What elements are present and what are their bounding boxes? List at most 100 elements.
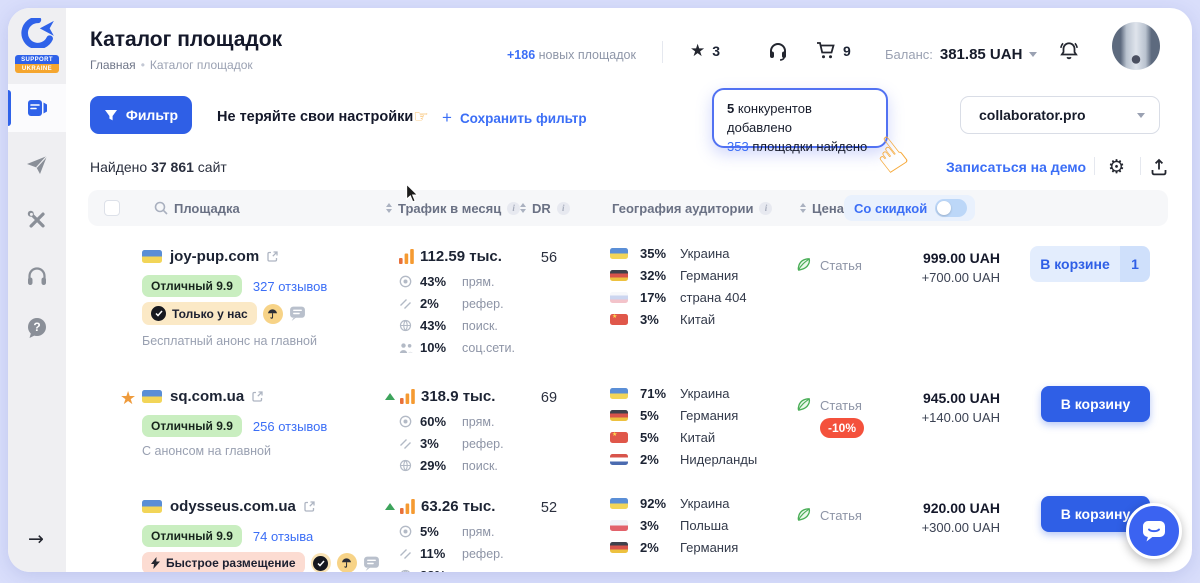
in-cart-label[interactable]: В корзине	[1030, 246, 1120, 282]
sidebar-item-catalog[interactable]	[8, 84, 66, 132]
geo-country: Нидерланды	[680, 452, 758, 467]
pointing-right-icon: ☞	[413, 107, 429, 127]
format-label: Статья	[820, 258, 862, 273]
table-row[interactable]: ★ sq.com.ua Отличный 9.9 256 отзывов С а…	[8, 384, 1192, 534]
referral-icon	[399, 437, 413, 450]
traffic-label: прям.	[462, 414, 495, 429]
traffic-total-value: 318.9 тыс.	[421, 388, 496, 405]
site-domain[interactable]: joy-pup.com	[170, 248, 260, 265]
germany-flag-icon	[610, 270, 628, 281]
favorites-indicator[interactable]: ★ 3	[690, 41, 720, 61]
discount-toggle-label: Со скидкой	[854, 200, 928, 216]
export-button[interactable]	[1150, 158, 1168, 181]
traffic-pct: 43%	[420, 274, 447, 289]
external-link-icon[interactable]	[304, 501, 315, 512]
site-domain[interactable]: sq.com.ua	[170, 388, 245, 405]
in-cart-count[interactable]: 1	[1120, 246, 1150, 282]
column-dr[interactable]: DR i	[520, 190, 570, 226]
user-avatar[interactable]	[1112, 22, 1160, 70]
balance-widget[interactable]: Баланс: 381.85 UAH	[885, 46, 1038, 63]
ukraine-flag-icon	[142, 250, 162, 263]
feather-icon	[797, 398, 811, 411]
format-cell: Статья	[795, 256, 862, 273]
breadcrumb-home[interactable]: Главная	[90, 58, 136, 72]
plus-icon: +	[442, 108, 452, 127]
column-platform[interactable]: Площадка	[154, 190, 240, 226]
sidebar-item-help[interactable]: ?	[8, 304, 66, 352]
save-filter-link[interactable]: + Сохранить фильтр	[442, 108, 587, 128]
project-select[interactable]: collaborator.pro	[960, 96, 1160, 134]
reviews-link[interactable]: 256 отзывов	[252, 418, 328, 434]
traffic-label: поиск.	[462, 318, 498, 333]
ukraine-flag-icon	[610, 248, 628, 259]
notifications-button[interactable]	[1058, 40, 1080, 67]
table-row[interactable]: joy-pup.com Отличный 9.9 327 отзывов Тол…	[8, 244, 1192, 394]
geo-line: 71% Украина	[610, 386, 730, 401]
column-geo[interactable]: География аудитории i	[612, 190, 773, 226]
traffic-total: 63.26 тыс.	[385, 498, 495, 515]
sidebar-item-support[interactable]	[8, 252, 66, 300]
site-domain[interactable]: odysseus.com.ua	[170, 498, 296, 515]
settings-hint-text: Не теряйте свои настройки	[217, 109, 414, 125]
column-geo-label: География аудитории	[612, 200, 754, 216]
toolbar-divider	[1094, 157, 1095, 175]
bar-chart-icon	[400, 389, 415, 404]
info-icon[interactable]: i	[556, 201, 570, 215]
headset-icon	[770, 43, 786, 61]
support-chat-button[interactable]	[768, 41, 788, 61]
app-logo[interactable]: SUPPORT UKRAINE	[15, 16, 59, 73]
traffic-pct: 60%	[420, 414, 447, 429]
geo-country: Китай	[680, 312, 716, 327]
favorite-star-icon[interactable]: ★	[120, 388, 137, 409]
traffic-referral: 11% рефер.	[399, 546, 504, 561]
info-icon[interactable]: i	[507, 201, 521, 215]
column-traffic[interactable]: Трафик в месяц i	[386, 190, 521, 226]
sidebar-item-tools[interactable]	[8, 196, 66, 244]
comment-icon[interactable]	[363, 555, 380, 572]
geo-line: 3% Китай	[610, 312, 715, 327]
geo-pct: 92%	[640, 496, 667, 511]
sort-icon	[800, 203, 806, 213]
balance-label: Баланс:	[885, 47, 933, 62]
traffic-referral: 3% рефер.	[399, 436, 504, 451]
add-to-cart-button[interactable]: В корзину	[1041, 386, 1150, 422]
price-extra: +140.00 UAH	[921, 410, 1000, 425]
netherlands-flag-icon	[610, 454, 628, 465]
geo-country: Украина	[680, 246, 730, 261]
geo-pct: 17%	[640, 290, 667, 305]
geo-country: Украина	[680, 386, 730, 401]
info-icon[interactable]: i	[759, 201, 773, 215]
format-label: Статья	[820, 508, 862, 523]
ukraine-flag-icon	[142, 500, 162, 513]
table-row[interactable]: odysseus.com.ua Отличный 9.9 74 отзыва Б…	[8, 494, 1192, 572]
toggle-knob	[937, 201, 952, 215]
gear-icon: ⚙	[1108, 156, 1126, 178]
column-platform-label: Площадка	[174, 200, 240, 216]
geo-pct: 71%	[640, 386, 667, 401]
column-price[interactable]: Цена	[800, 190, 844, 226]
external-link-icon[interactable]	[267, 251, 278, 262]
found-suffix: сайт	[193, 159, 227, 175]
filter-button[interactable]: Фильтр	[90, 96, 192, 134]
in-cart-button[interactable]: В корзине 1	[1030, 246, 1150, 282]
comment-icon[interactable]	[289, 305, 306, 322]
demo-link[interactable]: Записаться на демо	[946, 159, 1087, 175]
traffic-label: рефер.	[462, 436, 504, 451]
reviews-link[interactable]: 74 отзыва	[252, 528, 314, 544]
sidebar-expand-arrow[interactable]: →	[28, 528, 44, 550]
discount-toggle[interactable]	[935, 199, 968, 217]
cart-button[interactable]: 9	[816, 41, 851, 60]
geo-pct: 5%	[640, 430, 659, 445]
traffic-total: 318.9 тыс.	[385, 388, 495, 405]
select-all-checkbox[interactable]	[104, 200, 120, 216]
reviews-link[interactable]: 327 отзывов	[252, 278, 328, 294]
competitors-tooltip: 5 конкурентов добавлено 353 площадки най…	[712, 88, 888, 154]
external-link-icon[interactable]	[252, 391, 263, 402]
table-settings-button[interactable]: ⚙	[1108, 156, 1125, 178]
sort-icon	[520, 203, 526, 213]
geo-pct: 3%	[640, 518, 659, 533]
chat-widget-button[interactable]	[1126, 503, 1182, 559]
traffic-direct: 60% прям.	[399, 414, 494, 429]
sidebar-item-campaigns[interactable]	[8, 141, 66, 189]
price-extra: +300.00 UAH	[921, 520, 1000, 535]
